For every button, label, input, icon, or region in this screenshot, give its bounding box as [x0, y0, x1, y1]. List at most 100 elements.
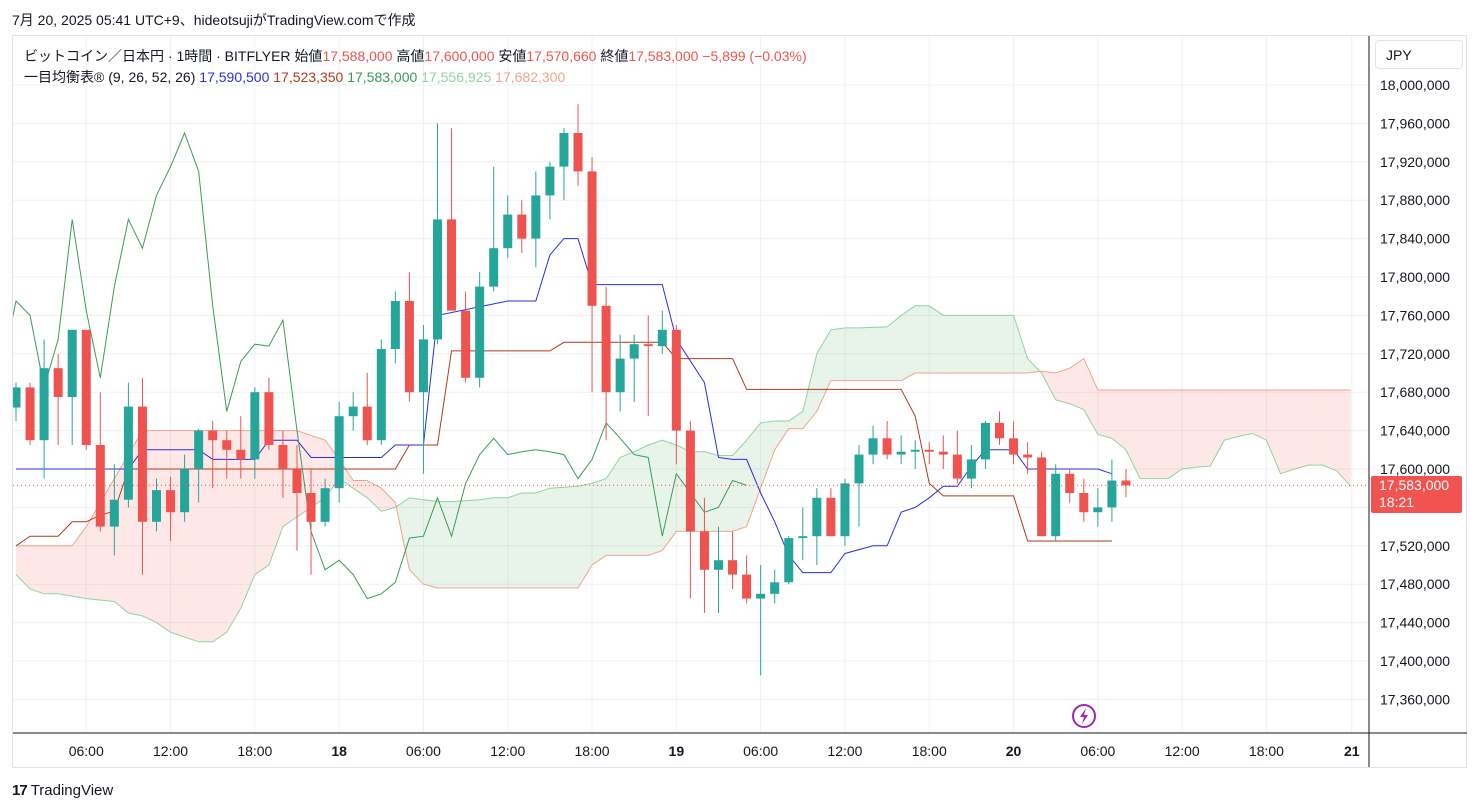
- indicator-name[interactable]: 一目均衡表®: [24, 69, 105, 85]
- cloud-segment: [314, 436, 319, 505]
- cloud-segment: [254, 430, 259, 575]
- candle-body: [728, 560, 738, 575]
- cloud-segment: [363, 480, 368, 498]
- cloud-segment: [774, 421, 779, 450]
- close-value: 17,583,000: [628, 48, 699, 64]
- cloud-segment: [855, 327, 859, 381]
- cloud-segment: [1059, 370, 1063, 402]
- cloud-segment: [377, 486, 382, 512]
- time-tick-label: 20: [1006, 743, 1022, 759]
- candle-body: [348, 406, 358, 417]
- price-axis[interactable]: 18,000,000 17,960,000 17,920,000 17,880,000…: [1368, 36, 1450, 767]
- cloud-segment: [911, 305, 916, 375]
- cloud-segment: [1147, 389, 1151, 479]
- candle-body: [376, 349, 386, 441]
- cloud-segment: [623, 454, 628, 556]
- cloud-segment: [110, 478, 115, 602]
- cloud-segment: [1298, 389, 1302, 469]
- cloud-segment: [1136, 389, 1140, 479]
- candle-body: [1093, 507, 1103, 513]
- candle-body: [180, 469, 190, 513]
- candle-body: [461, 310, 471, 378]
- price-tick-label: 17,440,000: [1380, 615, 1450, 631]
- cloud-segment: [33, 545, 38, 592]
- cloud-segment: [349, 475, 354, 489]
- cloud-segment: [1129, 389, 1133, 465]
- candle-body: [362, 406, 372, 441]
- cloud-segment: [1284, 389, 1288, 473]
- cloud-segment: [539, 490, 543, 589]
- cloud-segment: [272, 430, 276, 556]
- cloud-segment: [54, 545, 59, 594]
- cloud-segment: [873, 327, 877, 381]
- candle-body: [966, 459, 976, 479]
- cloud-segment: [223, 430, 227, 635]
- symbol-description[interactable]: ビットコイン／日本円 · 1時間 · BITFLYER: [24, 48, 291, 64]
- cloud-segment: [985, 315, 989, 373]
- cloud-segment: [1305, 389, 1309, 467]
- time-axis[interactable]: 06:00 12:00 18:00 18 06:00 12:00 18:00 19 06:00 1…: [13, 732, 1467, 759]
- cloud-segment: [981, 315, 986, 373]
- cloud-segment: [729, 455, 733, 532]
- cloud-segment: [556, 487, 561, 589]
- cloud-segment: [458, 500, 463, 589]
- tradingview-logo-icon: 17: [12, 782, 28, 799]
- cloud-segment: [1206, 389, 1211, 467]
- price-tick-label: 17,400,000: [1380, 653, 1450, 669]
- open-label: 始値: [294, 48, 323, 64]
- price-tick-label: 17,960,000: [1380, 115, 1450, 131]
- cloud-segment: [433, 501, 438, 589]
- cloud-segment: [1069, 365, 1074, 406]
- cloud-segment: [462, 500, 466, 589]
- candle-body: [95, 445, 105, 527]
- cloud-segment: [1031, 362, 1035, 373]
- cloud-segment: [785, 421, 789, 434]
- footer-branding[interactable]: 17 TradingView: [12, 782, 113, 799]
- cloud-segment: [23, 545, 27, 586]
- kijun-value: 17,523,350: [273, 69, 344, 85]
- cloud-segment: [953, 315, 958, 373]
- ohlc-legend: ビットコイン／日本円 · 1時間 · BITFLYER 始値17,588,000…: [24, 46, 807, 66]
- cloud-segment: [1217, 389, 1221, 454]
- currency-button[interactable]: JPY: [1375, 40, 1463, 69]
- cloud-segment: [585, 484, 589, 577]
- chart-pane[interactable]: [12, 35, 1467, 768]
- cloud-segment: [862, 327, 867, 381]
- cloud-segment: [1083, 358, 1088, 416]
- cloud-segment: [1006, 315, 1011, 373]
- tenkan-value: 17,590,500: [199, 69, 270, 85]
- cloud-segment: [96, 502, 101, 601]
- high-label: 高値: [396, 48, 425, 64]
- candle-body: [236, 449, 246, 460]
- cloud-segment: [834, 328, 838, 381]
- cloud-segment: [1329, 389, 1334, 470]
- price-tick-label: 17,480,000: [1380, 576, 1450, 592]
- cloud-segment: [925, 305, 930, 373]
- cloud-segment: [637, 448, 642, 556]
- cloud-segment: [86, 520, 90, 599]
- cloud-segment: [1241, 389, 1246, 436]
- cloud-segment: [606, 473, 610, 556]
- brand-name: TradingView: [30, 782, 114, 799]
- cloud-segment: [79, 531, 83, 598]
- candle-body: [489, 248, 499, 287]
- candle-body: [952, 454, 962, 479]
- cloud-segment: [205, 430, 210, 642]
- cloud-segment: [939, 313, 944, 373]
- cloud-segment: [311, 435, 315, 508]
- cloud-segment: [757, 422, 761, 498]
- candle-body: [657, 329, 667, 347]
- price-tick-label: 17,720,000: [1380, 346, 1450, 362]
- candle-body: [517, 214, 527, 239]
- candle-body: [896, 451, 906, 455]
- cloud-segment: [542, 489, 547, 589]
- time-tick-label: 18:00: [1249, 743, 1284, 759]
- candle-body: [81, 329, 91, 445]
- cloud-segment: [943, 315, 947, 373]
- cloud-segment: [676, 445, 680, 532]
- cloud-segment: [918, 305, 923, 373]
- spanB-value: 17,682,300: [495, 69, 566, 85]
- cloud-segment: [465, 500, 470, 589]
- cloud-segment: [764, 421, 768, 479]
